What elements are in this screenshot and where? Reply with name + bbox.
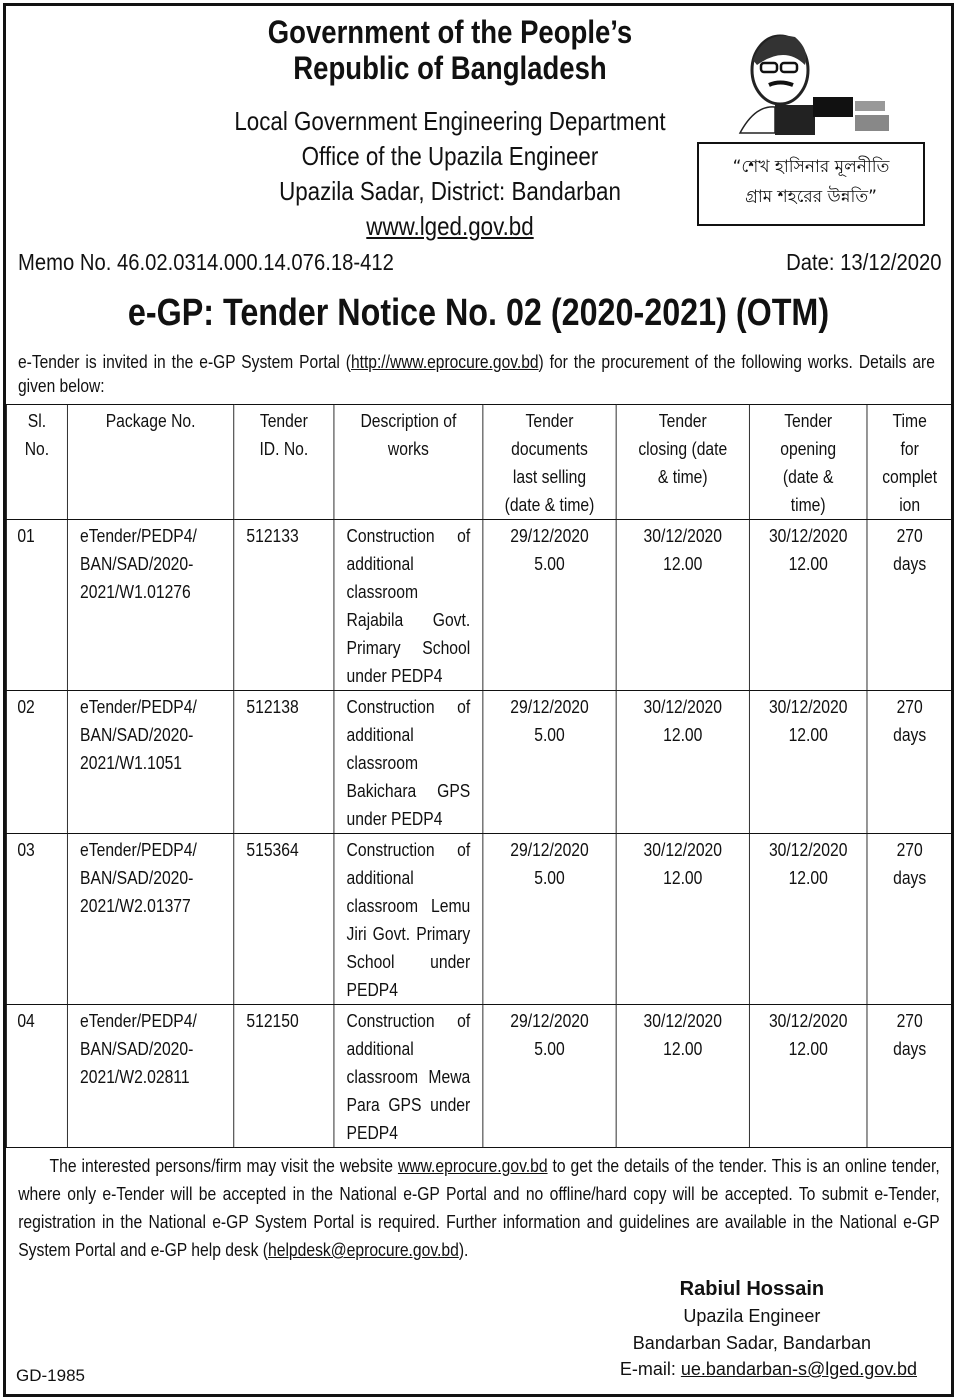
website-link[interactable]: www.lged.gov.bd: [366, 211, 534, 241]
department: Local Government Engineering Department: [234, 106, 666, 136]
footer-text-3: ).: [458, 1240, 469, 1260]
table-header-row: Sl. No. Package No. Tender ID. No. Descript…: [6, 404, 953, 520]
intro-text: e-Tender is invited in the e-GP System P…: [18, 352, 351, 372]
mujib-100-logo: [738, 34, 889, 135]
signatory-office: Bandarban Sadar, Bandarban: [632, 1333, 871, 1353]
body-flow: Sl. No. Package No. Tender ID. No. Descript…: [6, 404, 953, 1381]
column-header: Tender closing (date & time): [615, 404, 750, 520]
table-row: 01 eTender/PEDP4/ BAN/SAD/2020- 2021/W1.0…: [6, 519, 953, 691]
table-cell: 515364: [233, 833, 335, 1005]
email-link[interactable]: ue.bandarban-s@lged.gov.bd: [680, 1359, 917, 1379]
table-cell: 512138: [233, 690, 335, 834]
tender-table: Sl. No. Package No. Tender ID. No. Descript…: [6, 404, 953, 1148]
signatory-email: E-mail: ue.bandarban-s@lged.gov.bd: [6, 1357, 951, 1381]
intro-paragraph: e-Tender is invited in the e-GP System P…: [18, 350, 935, 398]
table-cell: Construction of additional classroom Bak…: [333, 690, 484, 834]
table-cell: eTender/PEDP4/ BAN/SAD/2020- 2021/W1.105…: [66, 690, 235, 834]
table-cell: 30/12/2020 12.00: [615, 1004, 750, 1148]
footer-text-2: to get the details of the tender. This i…: [18, 1156, 940, 1260]
table-cell: 30/12/2020 12.00: [748, 1004, 868, 1148]
gov-title: Government of the People’s Republic of Ba…: [209, 14, 691, 86]
office-block: Local Government Engineering Department …: [209, 104, 691, 244]
table-cell: eTender/PEDP4/ BAN/SAD/2020- 2021/W2.028…: [66, 1004, 235, 1148]
table-row: 03 eTender/PEDP4/ BAN/SAD/2020- 2021/W2.0…: [6, 833, 953, 1005]
location: Upazila Sadar, District: Bandarban: [279, 176, 621, 206]
footer-paragraph: The interested persons/firm may visit th…: [6, 1152, 952, 1264]
column-header: Description of works: [333, 404, 484, 520]
signatory-name: Rabiul Hossain: [679, 1278, 825, 1300]
table-cell: Construction of additional classroom Lem…: [333, 833, 484, 1005]
table-cell: 30/12/2020 12.00: [615, 833, 750, 1005]
table-cell: eTender/PEDP4/ BAN/SAD/2020- 2021/W1.012…: [66, 519, 235, 691]
slogan-box: “শেখ হাসিনার মূলনীতি গ্রাম শহরের উন্নতি”: [697, 142, 925, 226]
column-header: Tender ID. No.: [233, 404, 335, 520]
table-cell: 30/12/2020 12.00: [615, 519, 750, 691]
table-cell: 29/12/2020 5.00: [482, 690, 617, 834]
table-cell: Construction of additional classroom Raj…: [333, 519, 484, 691]
table-cell: 02: [6, 690, 68, 834]
office: Office of the Upazila Engineer: [301, 141, 599, 171]
table-row: 02 eTender/PEDP4/ BAN/SAD/2020- 2021/W1.1…: [6, 690, 953, 834]
table-cell: 30/12/2020 12.00: [748, 519, 868, 691]
table-cell: eTender/PEDP4/ BAN/SAD/2020- 2021/W2.013…: [66, 833, 235, 1005]
slogan-line1: “শেখ হাসিনার মূলনীতি: [732, 157, 890, 177]
table-cell: 270 days: [866, 690, 953, 834]
table-row: 04 eTender/PEDP4/ BAN/SAD/2020- 2021/W2.0…: [6, 1004, 953, 1148]
table-and-footer: Sl. No. Package No. Tender ID. No. Descript…: [6, 404, 953, 1264]
table-cell: Construction of additional classroom Mew…: [333, 1004, 484, 1148]
table-cell: 512150: [233, 1004, 335, 1148]
footer-text: The interested persons/firm may visit th…: [49, 1156, 398, 1176]
table-cell: 30/12/2020 12.00: [748, 833, 868, 1005]
eprocure-website-link[interactable]: www.eprocure.gov.bd: [397, 1156, 548, 1176]
eprocure-link[interactable]: http://www.eprocure.gov.bd: [350, 352, 539, 372]
memo-number: Memo No. 46.02.0314.000.14.076.18-412: [18, 249, 394, 275]
column-header: Time for complet ion: [866, 404, 953, 520]
table-cell: 512133: [233, 519, 335, 691]
notice-title: e-GP: Tender Notice No. 02 (2020-2021) (…: [127, 292, 830, 334]
signature-block: Rabiul Hossain Upazila Engineer Bandarba…: [633, 1276, 871, 1357]
table-cell: 30/12/2020 12.00: [748, 690, 868, 834]
table-cell: 04: [6, 1004, 68, 1148]
signatory-designation: Upazila Engineer: [683, 1306, 821, 1326]
table-cell: 03: [6, 833, 68, 1005]
table-cell: 01: [6, 519, 68, 691]
table-cell: 29/12/2020 5.00: [482, 1004, 617, 1148]
table-cell: 30/12/2020 12.00: [615, 690, 750, 834]
slogan-line2: গ্রাম শহরের উন্নতি”: [745, 187, 877, 207]
table-cell: 29/12/2020 5.00: [482, 519, 617, 691]
gov-title-line2: Republic of Bangladesh: [293, 50, 607, 86]
gd-code: GD-1985: [16, 1366, 85, 1385]
table-cell: 29/12/2020 5.00: [482, 833, 617, 1005]
gov-title-line1: Government of the People’s: [267, 14, 633, 50]
email-label: E-mail:: [619, 1359, 681, 1379]
column-header: Tender opening (date & time): [748, 404, 868, 520]
notice-date: Date: 13/12/2020: [785, 249, 941, 275]
page-border: [3, 3, 954, 1397]
column-header: Sl. No.: [6, 404, 68, 520]
intro-text-end: ) for the procurement of the following w…: [18, 352, 935, 396]
column-header: Package No.: [66, 404, 235, 520]
table-cell: 270 days: [866, 833, 953, 1005]
table-cell: 270 days: [866, 1004, 953, 1148]
table-cell: 270 days: [866, 519, 953, 691]
helpdesk-email-link[interactable]: helpdesk@eprocure.gov.bd: [268, 1240, 459, 1260]
column-header: Tender documents last selling (date & ti…: [482, 404, 617, 520]
